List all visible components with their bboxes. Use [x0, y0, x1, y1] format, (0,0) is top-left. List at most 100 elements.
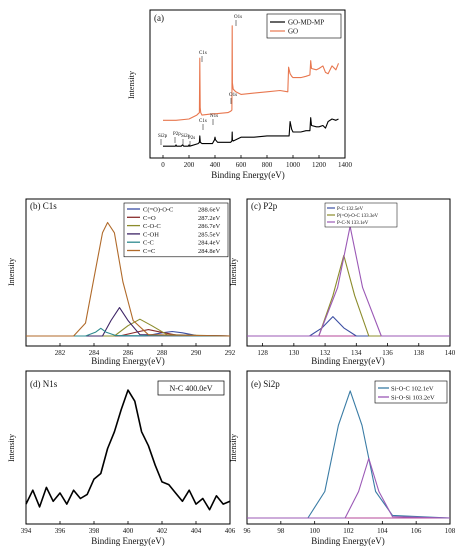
annot-si2p: Si2p — [158, 134, 168, 139]
legend-box — [374, 380, 448, 404]
panel-e-label: (e) Si2p — [251, 379, 280, 389]
panel-d: (d) N1s 394 396 398 400 402 404 406 N-C 400.0e… — [7, 370, 236, 546]
legend-box — [266, 13, 342, 39]
series-line-0 — [247, 390, 451, 519]
panel-c: (c) P2p 128 130 132 134 136 138 140 P-C 132.5e… — [229, 198, 456, 366]
panel-a-label: (a) — [154, 13, 164, 23]
panel-b-legend: C(=O)-O-C 288.6eV C=O 287.2eV C-O-C 286.7eV C-… — [123, 202, 229, 258]
annot-p2p: P2p — [173, 132, 181, 137]
series-line-0 — [247, 316, 450, 337]
panel-d-series — [25, 389, 231, 511]
panel-c-x-ticks: 128 130 132 134 136 138 140 — [257, 343, 456, 357]
x-tick-label: 138 — [414, 349, 425, 357]
x-tick-label: 96 — [244, 527, 252, 535]
panel-c-series — [247, 225, 450, 337]
x-tick-label: 800 — [262, 161, 273, 169]
x-tick-label: 402 — [157, 527, 168, 535]
legend-box — [324, 202, 398, 228]
x-tick-label: 98 — [277, 527, 285, 535]
series-line-1 — [163, 25, 340, 121]
annot-c1s-lower: C1s — [199, 119, 207, 124]
series-line-1 — [247, 457, 451, 519]
legend-label: C-O-C — [143, 223, 161, 230]
panel-b-x-ticks: 282 284 286 288 290 292 — [55, 343, 236, 357]
x-tick-label: 1000 — [286, 161, 301, 169]
panel-a-annotations: Si2p P2p Si2s P2s C1s N1s O1s C1s O1s — [158, 15, 242, 141]
legend-label: P(=O)-O-C 133.3eV — [337, 214, 379, 219]
legend-label: P-C-N 133.1eV — [337, 221, 369, 226]
legend-label: Si-O-Si 103.2eV — [391, 395, 435, 402]
series-line-2 — [247, 225, 450, 337]
panel-e-ylabel: Intensity — [229, 434, 238, 462]
annot-o1s-upper: O1s — [234, 15, 242, 20]
x-tick-label: 284 — [89, 349, 100, 357]
x-tick-label: 400 — [123, 527, 134, 535]
panel-c-xlabel: Binding Energy(eV) — [311, 356, 385, 366]
panel-a-frame — [149, 9, 346, 159]
x-tick-label: 1200 — [312, 161, 327, 169]
panel-e-xlabel: Binding Energy(eV) — [311, 536, 385, 546]
panel-a-xlabel: Binding Energy(eV) — [211, 170, 285, 180]
x-tick-label: 140 — [445, 349, 456, 357]
annot-si2s: Si2s — [181, 134, 190, 139]
series-line-0 — [163, 117, 339, 147]
x-tick-label: 396 — [55, 527, 66, 535]
panel-a-ylabel: Intensity — [127, 71, 136, 99]
legend-label: C-OH — [143, 231, 159, 238]
x-tick-label: 286 — [123, 349, 134, 357]
x-tick-label: 600 — [236, 161, 247, 169]
x-tick-label: 200 — [184, 161, 195, 169]
panel-d-x-ticks: 394 396 398 400 402 404 406 — [21, 521, 236, 535]
x-tick-label: 136 — [382, 349, 393, 357]
panel-e-legend: Si-O-C 102.1eV Si-O-Si 103.2eV — [374, 380, 448, 404]
series-line-3 — [26, 307, 231, 337]
panel-e-x-ticks: 96 98 100 102 104 106 108 — [244, 521, 456, 535]
panel-d-legend: N-C 400.0eV — [157, 380, 225, 396]
annot-n1s: N1s — [210, 114, 218, 119]
x-tick-label: 394 — [21, 527, 32, 535]
series-line-0 — [25, 389, 231, 511]
legend-label: C(=O)-O-C — [143, 207, 173, 214]
legend-label: N-C 400.0eV — [169, 384, 212, 393]
legend-label: P-C 132.5eV — [337, 207, 364, 212]
x-tick-label: 128 — [257, 349, 268, 357]
legend-box — [123, 202, 229, 258]
x-tick-label: 404 — [191, 527, 202, 535]
panel-e: (e) Si2p 96 98 100 102 104 106 108 Si-O-C 102.… — [229, 370, 456, 546]
x-tick-label: 406 — [225, 527, 236, 535]
x-tick-label: 398 — [89, 527, 100, 535]
panel-a-annotation-arrows — [160, 20, 237, 146]
x-tick-label: 104 — [377, 527, 388, 535]
legend-energy: 286.7eV — [198, 223, 221, 230]
panel-a: (a) 0 200 400 600 800 1000 1200 1400 GO-MD-MPGO… — [127, 9, 353, 180]
panel-d-label: (d) N1s — [30, 379, 58, 389]
panel-b-ylabel: Intensity — [7, 258, 16, 286]
x-tick-label: 288 — [157, 349, 168, 357]
series-line-1 — [247, 254, 450, 337]
x-tick-label: 100 — [309, 527, 320, 535]
x-tick-label: 108 — [445, 527, 456, 535]
x-tick-label: 102 — [343, 527, 354, 535]
x-tick-label: 106 — [411, 527, 422, 535]
legend-energy: 284.8eV — [198, 248, 221, 255]
x-tick-label: 400 — [210, 161, 221, 169]
legend-box — [157, 380, 225, 396]
x-tick-label: 130 — [289, 349, 300, 357]
legend-label: GO-MD-MP — [288, 19, 324, 27]
panel-c-ylabel: Intensity — [229, 258, 238, 286]
x-tick-label: 290 — [191, 349, 202, 357]
panel-e-series — [247, 390, 451, 519]
annot-c1s-upper: C1s — [199, 51, 207, 56]
legend-energy: 288.6eV — [198, 207, 221, 214]
x-tick-label: 292 — [225, 349, 236, 357]
annot-p2s: P2s — [188, 136, 195, 141]
x-tick-label: 0 — [161, 161, 165, 169]
legend-label: C=O — [143, 215, 156, 222]
panel-c-frame — [246, 198, 451, 347]
panel-c-legend: P-C 132.5eV P(=O)-O-C 133.3eV P-C-N 133.1e… — [324, 202, 398, 228]
panel-b-xlabel: Binding Energy(eV) — [91, 356, 165, 366]
series-line-4 — [26, 327, 231, 337]
series-line-2 — [26, 318, 231, 337]
